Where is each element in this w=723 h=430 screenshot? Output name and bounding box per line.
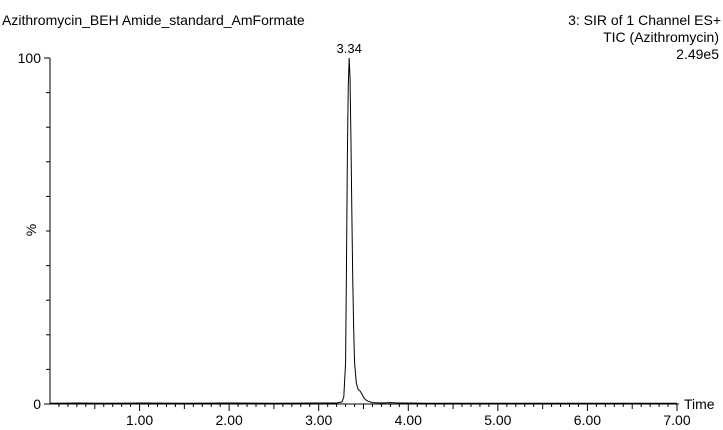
x-axis-label: Time: [684, 396, 715, 412]
trace-label: TIC (Azithromycin): [603, 29, 719, 45]
channel-label: 3: SIR of 1 Channel ES+: [568, 12, 721, 28]
x-tick-label: 1.00: [126, 412, 153, 428]
x-tick-label: 6.00: [574, 412, 601, 428]
annotations: 3.34: [337, 41, 362, 56]
intensity-label: 2.49e5: [676, 46, 719, 62]
x-tick-label: 3.00: [305, 412, 332, 428]
x-ticks: 1.00 2.00 3.00 4.00 5.00 6.00 7.00: [58, 404, 691, 428]
x-tick-label: 4.00: [395, 412, 422, 428]
x-tick-label: 7.00: [663, 412, 690, 428]
chart-title: Azithromycin_BEH Amide_standard_AmFormat…: [2, 12, 305, 28]
series-line-tic: [49, 57, 677, 404]
y-ticks: 0 100: [18, 50, 50, 412]
x-tick-label: 2.00: [216, 412, 243, 428]
y-tick-label: 100: [18, 50, 42, 66]
x-tick-label: 5.00: [484, 412, 511, 428]
y-tick-label: 0: [33, 396, 41, 412]
peak-label: 3.34: [337, 41, 362, 56]
y-axis-label: %: [23, 224, 39, 236]
